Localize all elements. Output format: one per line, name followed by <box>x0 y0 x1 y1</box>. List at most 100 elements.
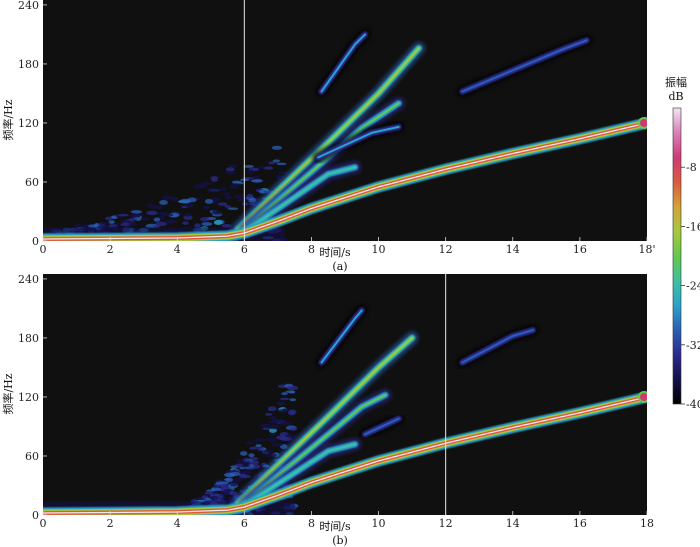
noise-speckle <box>218 187 226 192</box>
y-axis-label-b: 频率/Hz <box>1 373 15 414</box>
noise-speckle <box>249 460 260 465</box>
noise-speckle <box>284 434 297 438</box>
colorbar-gradient <box>672 107 682 405</box>
noise-speckle <box>204 491 214 495</box>
colorbar-tick-label: -32 <box>686 339 700 352</box>
noise-speckle <box>286 385 299 391</box>
noise-speckle <box>153 217 161 222</box>
x-tick-label: 10 <box>372 517 386 530</box>
x-tick-label: 4 <box>174 517 181 530</box>
colorbar-ticks: -8 -16 -24 -32 -40 <box>681 161 700 411</box>
noise-speckle <box>194 223 201 228</box>
noise-speckle <box>267 406 277 412</box>
y-tick-label: 180 <box>18 58 39 71</box>
noise-speckle <box>276 401 286 407</box>
noise-speckle <box>105 216 113 221</box>
noise-speckle <box>281 392 288 396</box>
noise-speckle <box>288 410 296 416</box>
heatmap-layer-a <box>43 0 647 241</box>
harmonic-line <box>231 331 419 510</box>
noise-speckle <box>88 224 98 229</box>
y-tick-label: 120 <box>18 391 39 404</box>
noise-speckle <box>201 222 213 226</box>
noise-speckle <box>288 390 296 394</box>
noise-speckle <box>210 197 221 202</box>
colorbar-tick-label: -8 <box>686 161 697 174</box>
noise-speckle <box>72 224 84 227</box>
noise-speckle <box>233 477 244 482</box>
noise-speckle <box>280 420 292 426</box>
colorbar: 振幅 dB -8 -16 -24 -32 -40 <box>665 75 700 411</box>
noise-speckle <box>268 161 275 165</box>
noise-speckle <box>223 472 236 478</box>
noise-speckle <box>193 184 204 189</box>
noise-speckle <box>268 424 281 430</box>
noise-speckle <box>264 413 273 416</box>
noise-speckle <box>277 171 288 175</box>
endpoint-blob <box>638 116 647 129</box>
noise-speckle <box>255 444 262 448</box>
noise-speckle <box>206 188 219 193</box>
noise-speckle <box>266 437 278 441</box>
noise-speckle <box>235 463 244 467</box>
x-tick-label: 8 <box>308 517 315 530</box>
colorbar-tick-label: -16 <box>686 220 700 233</box>
x-tick-label: 12 <box>439 517 453 530</box>
noise-speckle <box>146 210 158 216</box>
noise-speckle <box>170 197 180 202</box>
noise-speckle <box>254 438 266 442</box>
noise-speckle <box>228 490 238 496</box>
noise-speckle <box>155 221 167 227</box>
noise-speckle <box>271 418 283 423</box>
colorbar-tick-label: -40 <box>686 398 700 411</box>
noise-speckle <box>264 453 277 457</box>
x-tick-label: 4 <box>174 243 181 256</box>
colorbar-unit: dB <box>668 90 683 103</box>
noise-speckle <box>248 453 255 458</box>
noise-speckle <box>268 428 277 433</box>
y-ticks-a: 0 60 120 180 240 <box>18 0 47 248</box>
x-tick-label: 6 <box>241 243 248 256</box>
noise-speckle <box>129 214 142 218</box>
noise-speckle <box>204 198 214 204</box>
noise-speckle <box>264 166 274 170</box>
noise-speckle <box>214 211 223 215</box>
harmonic-line <box>315 304 368 369</box>
noise-speckle <box>217 481 229 485</box>
endpoint-blob <box>638 390 647 403</box>
noise-speckle <box>222 192 231 196</box>
y-ticks-b: 0 60 120 180 240 <box>18 273 47 522</box>
noise-speckle <box>166 195 173 199</box>
noise-speckle <box>271 442 284 447</box>
x-tick-label: 18' <box>638 243 655 256</box>
x-tick-label: 18 <box>640 517 654 530</box>
x-tick-label: 0 <box>40 517 47 530</box>
noise-speckle <box>243 164 254 168</box>
noise-speckle <box>245 441 255 445</box>
noise-speckle <box>224 205 232 208</box>
noise-speckle <box>237 198 250 202</box>
noise-speckle <box>220 491 231 496</box>
y-tick-label: 60 <box>25 176 39 189</box>
noise-speckle <box>249 446 258 450</box>
noise-speckle <box>279 436 292 442</box>
noise-speckle <box>187 197 197 203</box>
noise-speckle <box>225 477 234 483</box>
noise-speckle <box>201 495 208 499</box>
noise-speckle <box>276 162 287 166</box>
y-tick-label: 60 <box>25 450 39 463</box>
noise-speckle <box>211 178 218 182</box>
noise-speckle <box>210 495 219 501</box>
x-tick-label: 16 <box>573 243 587 256</box>
colorbar-title: 振幅 <box>665 75 687 89</box>
noise-speckle <box>221 224 232 228</box>
x-tick-label: 12 <box>439 243 453 256</box>
x-ticks-b: 0 2 4 6 8 10 12 14 16 18 <box>40 511 654 530</box>
panel-label-b: (b) <box>332 534 348 547</box>
noise-speckle <box>227 207 239 210</box>
colorbar-tick-label: -24 <box>686 280 700 293</box>
noise-speckle <box>279 397 290 401</box>
y-tick-label: 0 <box>32 235 39 248</box>
noise-speckle <box>230 183 241 186</box>
